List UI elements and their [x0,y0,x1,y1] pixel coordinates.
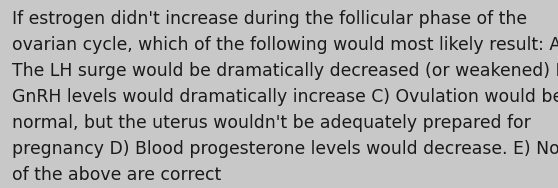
Text: If estrogen didn't increase during the follicular phase of the: If estrogen didn't increase during the f… [12,10,527,28]
Text: of the above are correct: of the above are correct [12,166,222,184]
Text: The LH surge would be dramatically decreased (or weakened) B): The LH surge would be dramatically decre… [12,62,558,80]
Text: pregnancy D) Blood progesterone levels would decrease. E) None: pregnancy D) Blood progesterone levels w… [12,140,558,158]
Text: GnRH levels would dramatically increase C) Ovulation would be: GnRH levels would dramatically increase … [12,88,558,106]
Text: ovarian cycle, which of the following would most likely result: A): ovarian cycle, which of the following wo… [12,36,558,54]
Text: normal, but the uterus wouldn't be adequately prepared for: normal, but the uterus wouldn't be adequ… [12,114,531,132]
